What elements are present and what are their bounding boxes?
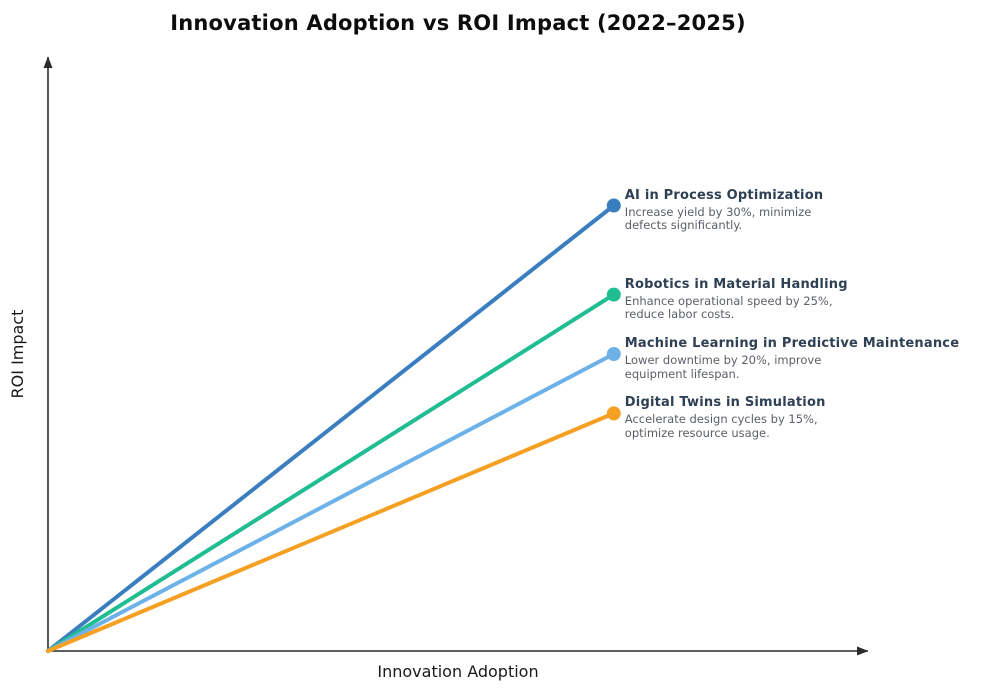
series-label: Digital Twins in Simulation Accelerate d… bbox=[625, 395, 826, 440]
series-description: Accelerate design cycles by 15%, optimiz… bbox=[624, 412, 818, 440]
series-endpoint-dot bbox=[606, 406, 621, 421]
series-line bbox=[46, 292, 616, 653]
series-line bbox=[46, 203, 616, 653]
series-label: AI in Process Optimization Increase yiel… bbox=[625, 188, 823, 233]
chart-title: Innovation Adoption vs ROI Impact (2022–… bbox=[170, 11, 746, 35]
series-endpoint-dot bbox=[606, 198, 621, 213]
x-axis-label: Innovation Adoption bbox=[377, 662, 539, 681]
series-line bbox=[46, 411, 616, 653]
series-line bbox=[46, 352, 616, 653]
series-label: Machine Learning in Predictive Maintenan… bbox=[625, 336, 959, 381]
series-endpoint-dot bbox=[606, 347, 621, 361]
series-name: Machine Learning in Predictive Maintenan… bbox=[624, 336, 960, 351]
series-name: Digital Twins in Simulation bbox=[624, 395, 826, 411]
series-endpoint-dot bbox=[606, 287, 621, 302]
series-description: Lower downtime by 20%, improve equipment… bbox=[624, 353, 822, 381]
series-description: Enhance operational speed by 25%, reduce… bbox=[624, 293, 833, 322]
y-axis-label: ROI Impact bbox=[8, 309, 27, 399]
series-label: Robotics in Material Handling Enhance op… bbox=[625, 277, 848, 322]
series-name: AI in Process Optimization bbox=[624, 187, 824, 203]
series-name: Robotics in Material Handling bbox=[624, 276, 848, 292]
series-description: Increase yield by 30%, minimize defects … bbox=[624, 204, 812, 232]
